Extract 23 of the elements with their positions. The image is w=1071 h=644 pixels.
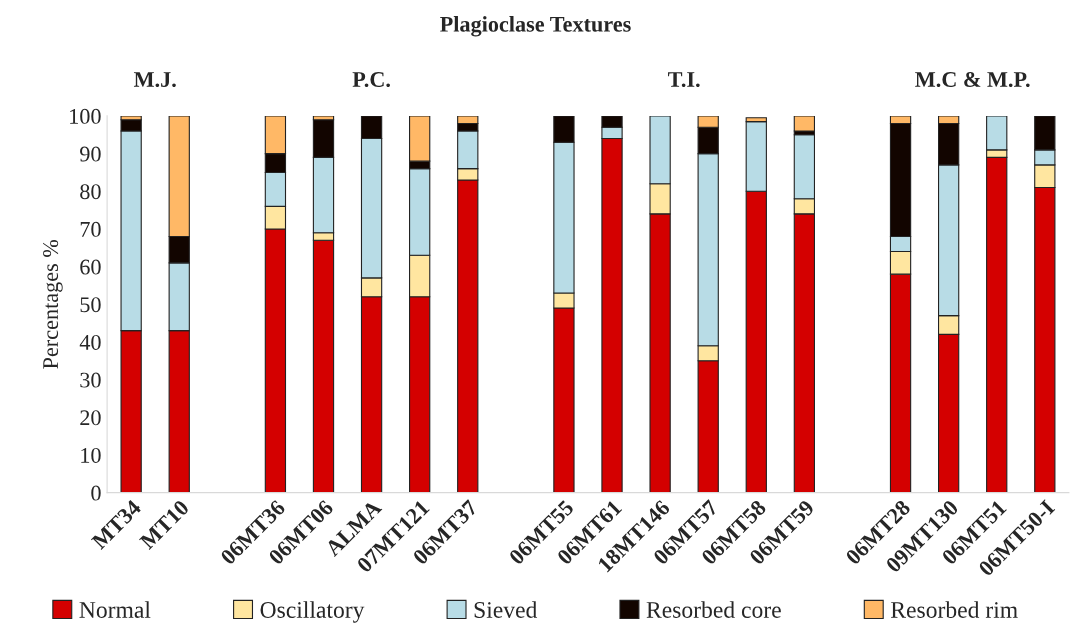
- legend-label: Normal: [79, 601, 151, 618]
- y-tick-label: 100: [70, 108, 101, 124]
- text: P.C.: [352, 71, 390, 88]
- text: T.I.: [668, 72, 700, 88]
- y-tick-label: 30: [80, 372, 101, 388]
- y-tick-label: 0: [91, 485, 101, 501]
- bar: [793, 115, 816, 132]
- y-tick-label: 70: [80, 221, 101, 237]
- text: M.J.: [133, 72, 176, 88]
- legend-label: Sieved: [474, 601, 538, 618]
- y-axis-title: Percentages %: [43, 239, 63, 369]
- legend-label: Oscillatory: [260, 601, 365, 623]
- chart-title: Plagioclase Textures: [440, 16, 631, 37]
- y-tick-label: 10: [81, 447, 101, 463]
- y-tick-label: 90: [80, 146, 101, 162]
- y-tick-label: 50: [80, 297, 101, 313]
- y-tick-label: 60: [80, 259, 101, 275]
- legend-label: Resorbed core: [646, 601, 781, 618]
- y-tick-label: 40: [79, 334, 101, 350]
- y-tick-label: 20: [80, 410, 101, 426]
- y-tick-label: 80: [80, 184, 101, 200]
- text: M.C & M.P.: [915, 71, 1030, 88]
- legend-label: Resorbed rim: [890, 601, 1018, 618]
